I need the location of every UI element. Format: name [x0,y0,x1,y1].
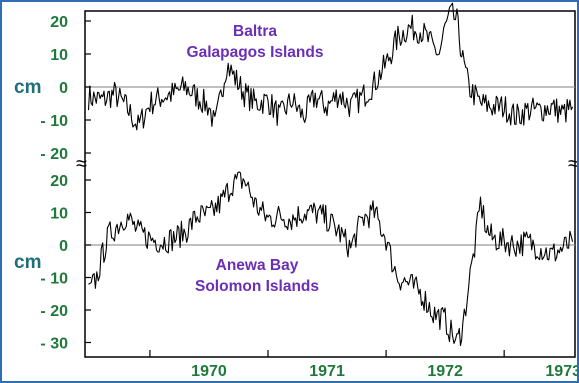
x-tick-label: 1973 [545,363,577,380]
site-label-1-1: Baltra [233,23,277,40]
plot-border [84,10,576,358]
y-tick-label-1: 0 [59,80,68,97]
y-tick-label-2: - 10 [40,271,68,288]
y-unit-label-2: cm [14,252,41,273]
y-unit-label-1: cm [14,77,41,98]
site-label-2-1: Anewa Bay [216,257,299,274]
site-label-1-2: Galapagos Islands [187,44,324,61]
y-tick-label-1: - 20 [40,146,68,163]
x-tick-label: 1971 [309,363,345,380]
axis-break-mark-left: ≈ [76,153,87,175]
x-tick-label: 1972 [427,363,463,380]
y-tick-label-1: 10 [50,47,68,64]
sea-level-line-1 [87,2,574,131]
y-tick-label-2: 20 [50,173,68,190]
y-tick-label-1: 20 [50,14,68,31]
y-tick-label-2: 0 [59,238,68,255]
y-tick-label-1: - 10 [40,113,68,130]
axis-break-mark-right: ≈ [568,153,577,175]
y-tick-label-2: - 30 [40,336,68,353]
x-tick-label: 1970 [191,363,227,380]
site-label-2-2: Solomon Islands [195,278,319,295]
sea-level-line-2 [88,171,574,347]
y-tick-label-2: - 20 [40,303,68,320]
y-tick-label-2: 10 [50,206,68,223]
